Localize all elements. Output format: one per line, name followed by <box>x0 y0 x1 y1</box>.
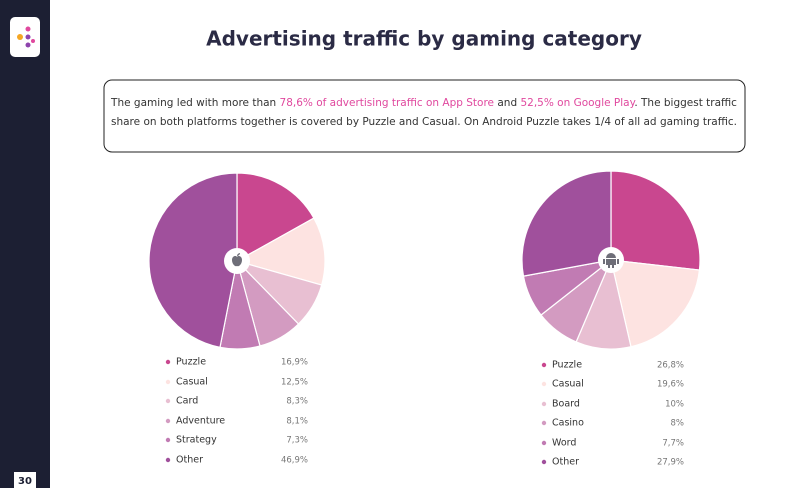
legend-value: 7,7% <box>662 439 684 449</box>
legend-swatch <box>165 418 171 424</box>
legend-swatch <box>165 359 171 365</box>
legend-value: 8,1% <box>286 417 308 427</box>
sidebar <box>0 0 50 488</box>
legend-swatch <box>165 379 171 385</box>
legend-label: Casino <box>552 418 584 429</box>
description-highlight: 78,6% of advertising traffic on App Stor… <box>280 97 494 109</box>
legend-label: Board <box>552 399 580 410</box>
description-box <box>103 79 746 153</box>
legend-value: 12,5% <box>281 378 308 388</box>
legend-swatch <box>541 459 547 465</box>
legend-label: Other <box>552 457 579 468</box>
legend-label: Adventure <box>176 416 225 427</box>
pie-slice <box>235 217 326 286</box>
description-highlight: 52,5% on Google Play <box>520 97 635 109</box>
legend-label: Casual <box>552 379 584 390</box>
description-line: The gaming led with more than 78,6% of a… <box>110 97 737 109</box>
slide-title: Advertising traffic by gaming category <box>206 27 642 51</box>
legend-swatch <box>541 401 547 407</box>
description-text: The gaming led with more than <box>110 97 280 109</box>
page-number: 30 <box>18 476 32 487</box>
legend-label: Other <box>176 455 203 466</box>
legend-value: 7,3% <box>286 436 308 446</box>
legend-swatch <box>165 398 171 404</box>
legend-label: Strategy <box>176 435 217 446</box>
pie-slice <box>610 170 701 271</box>
apple-icon <box>232 253 242 267</box>
legend-value: 10% <box>665 400 684 410</box>
description-text: . The biggest traffic <box>634 97 737 109</box>
legend-value: 46,9% <box>281 456 308 466</box>
legend-value: 26,8% <box>657 361 684 371</box>
legend-label: Casual <box>176 377 208 388</box>
legend-value: 8% <box>671 419 685 429</box>
legend-swatch <box>165 437 171 443</box>
legend-label: Word <box>552 438 576 449</box>
legend-swatch <box>541 362 547 368</box>
legend-label: Puzzle <box>552 360 582 371</box>
legend-value: 19,6% <box>657 380 684 390</box>
logo <box>17 26 35 48</box>
legend-swatch <box>541 381 547 387</box>
legend-swatch <box>165 457 171 463</box>
legend-swatch <box>541 420 547 426</box>
description-text: and <box>494 97 520 109</box>
legend-swatch <box>541 440 547 446</box>
legend-label: Card <box>176 396 198 407</box>
legend-label: Puzzle <box>176 357 206 368</box>
legend-value: 8,3% <box>286 397 308 407</box>
pie-slice <box>236 172 315 263</box>
legend-value: 27,9% <box>657 458 684 468</box>
pie-slice <box>521 170 612 277</box>
description-text: share on both platforms together is cove… <box>111 116 737 128</box>
logo-tile <box>10 17 40 57</box>
android-icon <box>603 253 619 268</box>
description-line: share on both platforms together is cove… <box>111 116 737 128</box>
legend-value: 16,9% <box>281 358 308 368</box>
pie-slice <box>610 259 701 348</box>
pie-slice <box>148 172 238 349</box>
page-number-box <box>14 472 36 488</box>
